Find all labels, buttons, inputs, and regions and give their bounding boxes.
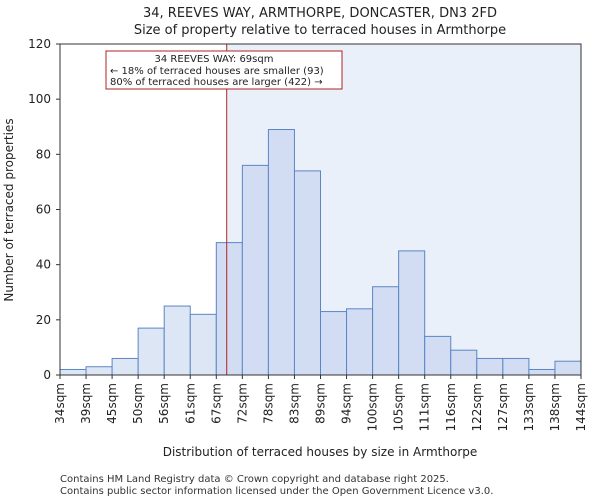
x-tick-label: 61sqm [183,383,197,424]
x-tick-label: 34sqm [53,383,67,424]
bar [59,368,87,376]
chart-title-line1: 34, REEVES WAY, ARMTHORPE, DONCASTER, DN… [143,6,497,21]
footer-line2: Contains public sector information licen… [60,486,493,497]
bar [163,305,191,376]
y-tick-group: 0 20 40 60 80 100 120 [28,37,60,382]
x-tick-label: 56sqm [157,383,171,424]
bar [398,250,426,376]
bar [450,349,478,376]
y-tick-label: 80 [36,147,51,161]
x-tick-label: 50sqm [131,383,145,424]
bar [528,368,556,376]
x-axis-label: Distribution of terraced houses by size … [163,445,478,459]
x-tick-label: 105sqm [392,383,406,431]
x-tick-label: 133sqm [522,383,536,431]
y-tick-label: 0 [43,368,51,382]
x-tick-label: 94sqm [340,383,354,424]
y-tick-label: 60 [36,203,51,217]
bar [111,357,139,376]
x-tick-label: 116sqm [444,383,458,431]
x-tick-label: 45sqm [105,383,119,424]
x-tick-label: 83sqm [287,383,301,424]
plot-frame [59,43,582,376]
bar [137,327,165,376]
bar [241,164,269,376]
x-tick-group: 34sqm 39sqm 45sqm 50sqm 56sqm 61sqm 67sqm 72sqm… [53,375,588,431]
annotation-line1: 34 REEVES WAY: 69sqm [155,54,274,65]
x-tick-label: 67sqm [209,383,223,424]
bar [215,242,243,376]
y-axis-label: Number of terraced properties [2,118,16,301]
bar [85,366,113,376]
bar [502,357,530,376]
x-tick-label: 144sqm [574,383,588,431]
y-tick-label: 120 [28,37,51,51]
bar [372,286,400,376]
footer-line1: Contains HM Land Registry data © Crown c… [60,474,449,485]
bar [554,360,582,376]
x-tick-label: 111sqm [418,383,432,431]
y-tick-label: 40 [36,258,51,272]
x-tick-label: 100sqm [366,383,380,431]
bar [189,313,217,376]
y-tick-label: 100 [28,92,51,106]
x-tick-label: 122sqm [470,383,484,431]
x-tick-label: 138sqm [548,383,562,431]
annotation-box [105,50,343,90]
y-tick-label: 20 [36,313,51,327]
x-tick-label: 89sqm [314,383,328,424]
bar [476,357,504,376]
x-tick-label: 127sqm [496,383,510,431]
x-tick-label: 78sqm [261,383,275,424]
bar [267,129,295,376]
annotation-line2: ← 18% of terraced houses are smaller (93… [110,66,324,77]
bar [293,170,322,376]
x-tick-label: 39sqm [79,383,93,424]
bar [320,311,348,376]
x-tick-label: 72sqm [235,383,249,424]
annotation-line3: 80% of terraced houses are larger (422) … [110,77,323,88]
bar [346,308,374,376]
chart-title-line2: Size of property relative to terraced ho… [134,23,506,38]
bar [424,335,452,376]
